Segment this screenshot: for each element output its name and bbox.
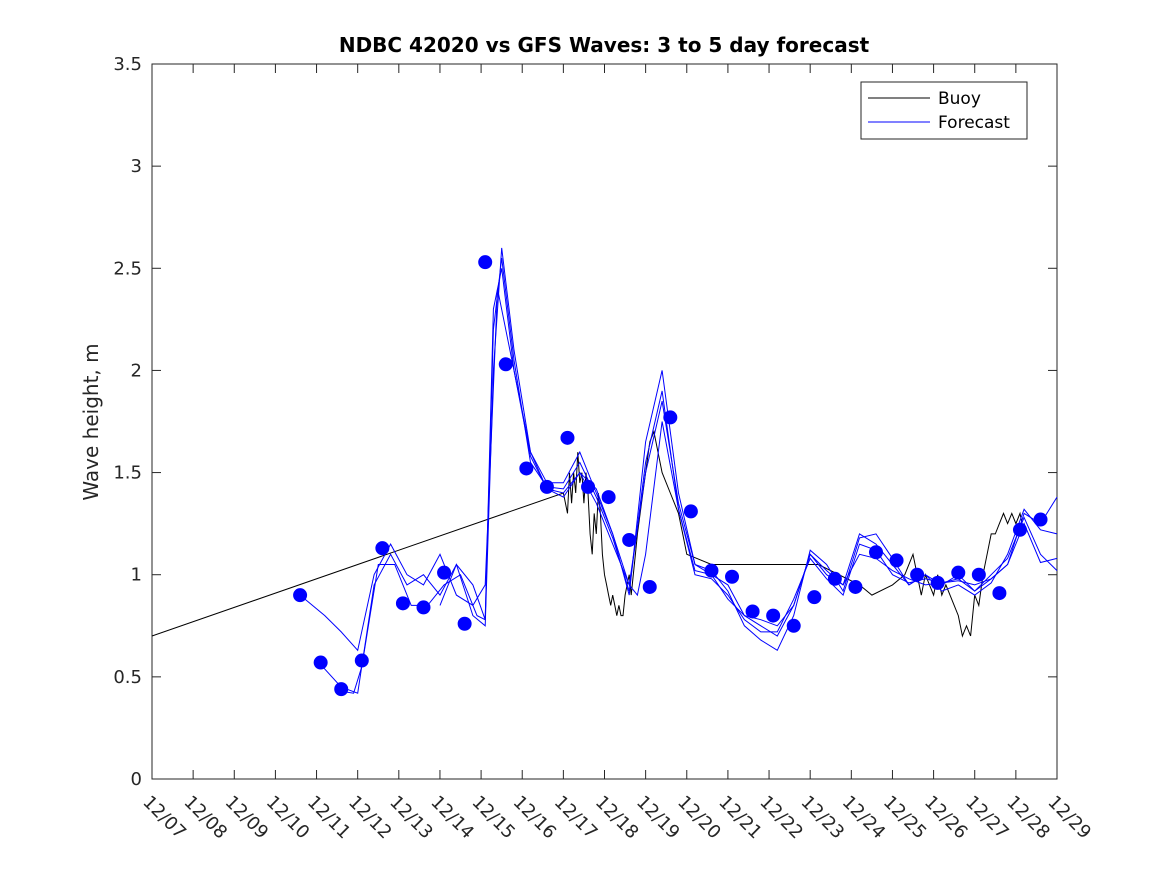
- forecast-marker: [622, 532, 637, 547]
- forecast-marker: [704, 563, 719, 578]
- forecast-marker: [437, 565, 452, 580]
- forecast-marker: [498, 357, 513, 372]
- forecast-marker: [313, 655, 328, 670]
- forecast-marker: [395, 596, 410, 611]
- forecast-marker: [354, 653, 369, 668]
- legend-buoy-label: Buoy: [938, 89, 981, 109]
- legend: Buoy Forecast: [860, 81, 1028, 140]
- forecast-marker: [786, 618, 801, 633]
- forecast-marker: [971, 567, 986, 582]
- y-tick-label: 0: [131, 769, 142, 790]
- forecast-series-line: [439, 268, 1058, 627]
- y-tick-label: 3: [131, 156, 142, 177]
- forecast-marker: [683, 504, 698, 519]
- y-tick-label: 1: [131, 565, 142, 586]
- forecast-marker: [457, 616, 472, 631]
- forecast-marker: [766, 608, 781, 623]
- forecast-marker: [293, 588, 308, 603]
- forecast-marker: [663, 410, 678, 425]
- forecast-marker: [889, 553, 904, 568]
- forecast-marker: [478, 255, 493, 270]
- buoy-series-line: [151, 429, 1025, 638]
- legend-box: [860, 81, 1028, 140]
- chart-title: NDBC 42020 vs GFS Waves: 3 to 5 day fore…: [339, 33, 870, 57]
- forecast-marker: [869, 545, 883, 560]
- forecast-marker: [930, 575, 945, 590]
- forecast-marker: [951, 565, 966, 580]
- y-tick-label: 1.5: [113, 463, 142, 484]
- forecast-marker: [827, 571, 842, 586]
- forecast-marker: [807, 590, 822, 605]
- forecast-marker: [745, 604, 760, 619]
- forecast-marker: [848, 579, 863, 594]
- forecast-marker: [581, 479, 596, 494]
- forecast-marker: [1033, 512, 1048, 527]
- y-tick-label: 2.5: [113, 258, 142, 279]
- forecast-marker: [601, 490, 616, 505]
- forecast-marker: [560, 430, 575, 445]
- forecast-marker: [642, 579, 657, 594]
- forecast-marker: [539, 479, 554, 494]
- y-tick-label: 3.5: [113, 54, 142, 75]
- forecast-marker: [910, 567, 925, 582]
- forecast-marker: [1012, 522, 1027, 537]
- forecast-marker: [416, 600, 431, 615]
- y-tick-label: 2: [131, 360, 142, 381]
- forecast-series-line: [299, 288, 1058, 652]
- forecast-marker: [519, 461, 534, 476]
- forecast-marker: [725, 569, 740, 584]
- legend-forecast-label: Forecast: [938, 113, 1010, 133]
- forecast-marker: [992, 586, 1007, 601]
- y-axis-label: Wave height, m: [79, 343, 103, 500]
- forecast-marker: [375, 541, 390, 556]
- forecast-marker: [334, 682, 349, 697]
- y-tick-label: 0.5: [113, 667, 142, 688]
